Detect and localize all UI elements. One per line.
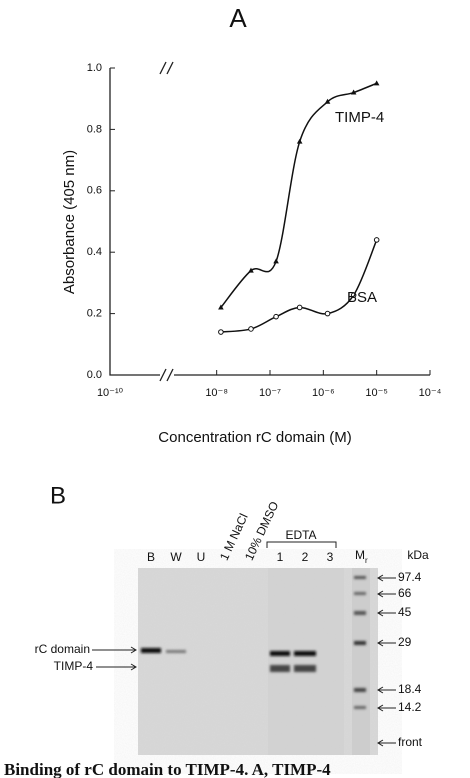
arrow [377,704,396,712]
lane-label: 2 [302,550,309,564]
band [354,611,366,615]
y-tick-label: 1.0 [87,62,102,74]
series-label: BSA [347,289,377,306]
edta-bracket [266,541,337,548]
marker-label: 66 [398,586,412,600]
y-axis-label: Absorbance (405 nm) [61,150,78,294]
bands [141,576,366,709]
point [273,313,279,320]
point [248,326,254,332]
point [218,329,224,335]
arrow [377,590,396,598]
point [218,304,224,310]
band [294,665,316,672]
lane-label: 1 [277,550,284,564]
point [350,292,357,298]
y-tick-label: 0.2 [87,308,102,320]
band [354,688,366,692]
arrow [96,663,137,671]
point [373,80,380,86]
point [324,310,331,317]
point [373,237,380,243]
point [324,98,331,104]
lane-label: M [355,548,365,562]
break-gap [160,62,174,74]
point [273,258,279,264]
break-mark [166,368,174,382]
x-tick-label: 10⁻¹⁰ [97,387,124,399]
fit-line [220,239,378,333]
break-gap [160,369,174,381]
band [294,651,316,656]
x-tick-label: 10⁻⁵ [365,387,388,399]
lane-label: 3 [327,550,334,564]
point [296,138,303,144]
unit-label: kDa [407,548,429,562]
panel-label: B [50,482,66,509]
lane-shade [268,568,344,755]
lane-label: 10% DMSO [242,499,281,562]
marker-label: 18.4 [398,682,422,696]
arrow [377,574,396,582]
point [350,89,357,95]
marker-label: 29 [398,635,412,649]
band [270,651,290,656]
axis-breaks [159,61,174,382]
marker-label: 14.2 [398,700,422,714]
arrow [377,609,396,617]
arrow [377,639,396,647]
x-tick-label: 10⁻⁸ [205,387,228,399]
series-label: TIMP-4 [335,109,384,126]
band [354,641,366,645]
marker-label: 45 [398,605,412,619]
gel-image [138,568,378,755]
band [166,650,186,653]
x-axis-label: Concentration rC domain (M) [158,429,351,446]
band [354,592,366,595]
break-mark [166,61,174,75]
lane-label: B [147,550,155,564]
band [270,665,290,672]
band [354,576,366,579]
y-tick-label: 0.6 [87,185,102,197]
lane-label-sub: r [365,556,368,565]
y-tick-label: 0.0 [87,369,102,381]
caption: Binding of rC domain to TIMP-4. A, TIMP-… [4,760,331,778]
band-label: TIMP-4 [54,659,94,673]
break-mark [159,61,167,75]
y-tick-label: 0.4 [87,246,102,258]
x-tick-label: 10⁻⁷ [259,387,281,399]
lane-label: W [170,550,182,564]
marker-label: 97.4 [398,570,422,584]
band [354,706,366,709]
lane-label: U [197,550,206,564]
arrow [377,686,396,694]
arrow [92,646,137,654]
point [248,267,254,273]
y-tick-label: 0.8 [87,123,102,135]
lane-shade [352,568,370,755]
group-label: EDTA [285,528,316,542]
band-label: rC domain [35,642,90,656]
x-tick-label: 10⁻⁶ [312,387,335,399]
band [141,648,161,653]
panel-label: A [229,3,247,33]
x-tick-label: 10⁻⁴ [419,387,442,399]
point [296,304,303,311]
arrow [377,739,396,747]
marker-label: front [398,735,423,749]
break-mark [159,368,167,382]
